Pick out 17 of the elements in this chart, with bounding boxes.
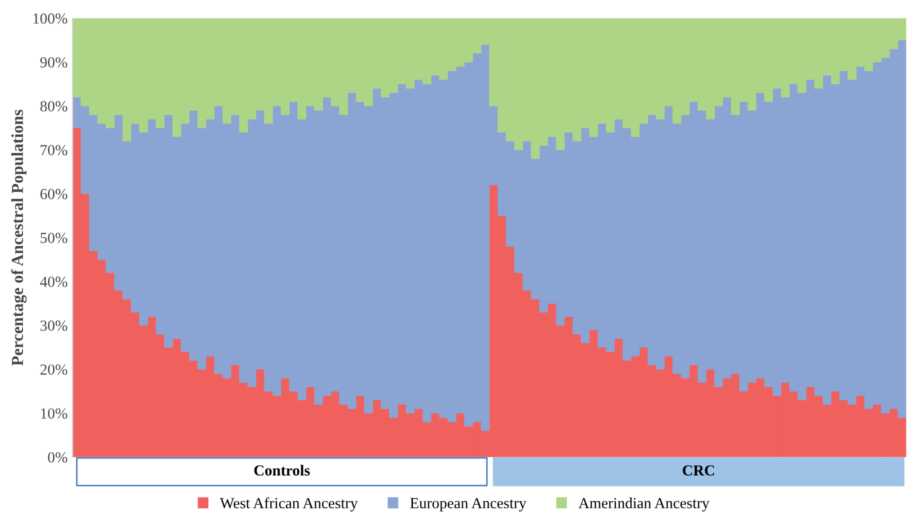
- y-tick-label: 50%: [40, 232, 68, 244]
- y-tick-label: 80%: [40, 101, 68, 112]
- y-tick-label: 60%: [40, 188, 68, 200]
- y-tick-label: 90%: [40, 57, 68, 68]
- y-tick-label: 100%: [33, 13, 68, 24]
- y-tick-label: 30%: [40, 320, 68, 331]
- y-tick-label: 0%: [48, 452, 68, 463]
- y-tick-label: 20%: [40, 364, 68, 375]
- y-axis-title: Percentage of Ancestral Populations: [11, 110, 27, 366]
- text: CRC: [682, 465, 714, 476]
- legend-label: West African Ancestry: [220, 497, 358, 512]
- y-tick-label: 70%: [40, 145, 68, 156]
- y-tick-label: 10%: [41, 408, 68, 419]
- legend-label: European Ancestry: [410, 498, 526, 512]
- text: Controls: [254, 464, 310, 476]
- y-tick-label: 40%: [40, 276, 68, 288]
- legend-label: Amerindian Ancestry: [578, 498, 710, 512]
